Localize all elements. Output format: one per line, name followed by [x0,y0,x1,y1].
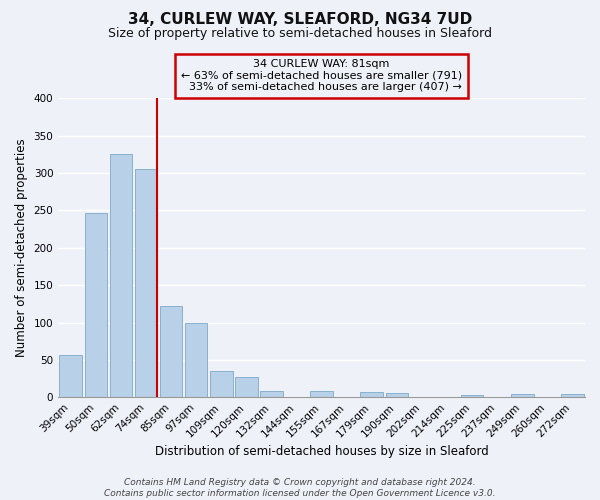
Y-axis label: Number of semi-detached properties: Number of semi-detached properties [15,138,28,357]
Bar [511,394,533,397]
Bar [260,391,283,397]
Bar [361,392,383,397]
Text: 34 CURLEW WAY: 81sqm  
← 63% of semi-detached houses are smaller (791)
  33% of : 34 CURLEW WAY: 81sqm ← 63% of semi-detac… [181,59,462,92]
Bar [134,168,157,397]
Bar [386,392,408,397]
Bar [235,377,257,397]
Bar [561,394,584,397]
X-axis label: Distribution of semi-detached houses by size in Sleaford: Distribution of semi-detached houses by … [155,444,488,458]
Bar [461,395,484,397]
Bar [85,214,107,397]
Text: Contains HM Land Registry data © Crown copyright and database right 2024.
Contai: Contains HM Land Registry data © Crown c… [104,478,496,498]
Bar [310,391,333,397]
Bar [160,306,182,397]
Bar [110,154,132,397]
Bar [210,371,233,397]
Bar [185,324,208,397]
Bar [59,354,82,397]
Text: Size of property relative to semi-detached houses in Sleaford: Size of property relative to semi-detach… [108,28,492,40]
Text: 34, CURLEW WAY, SLEAFORD, NG34 7UD: 34, CURLEW WAY, SLEAFORD, NG34 7UD [128,12,472,28]
